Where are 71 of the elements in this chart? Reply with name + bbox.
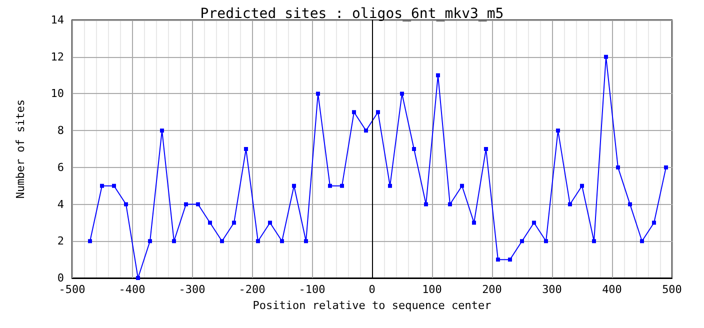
point <box>88 239 92 244</box>
point <box>220 239 224 244</box>
point <box>508 258 512 262</box>
point <box>136 276 140 280</box>
y-tick-label: 8 <box>57 124 64 138</box>
y-tick-label: 14 <box>50 14 64 26</box>
chart-title: Predicted sites : oligos_6nt_mkv3_m5 <box>200 6 504 22</box>
point <box>616 165 620 170</box>
point <box>172 239 176 244</box>
y-tick-label: 10 <box>50 87 64 100</box>
point <box>304 239 308 244</box>
point <box>268 220 272 225</box>
point <box>160 128 164 133</box>
x-tick-label: -200 <box>238 283 266 296</box>
x-tick-label: 400 <box>602 283 622 296</box>
x-tick-label: 300 <box>542 283 562 296</box>
point <box>412 147 416 151</box>
y-tick-label: 6 <box>57 160 64 174</box>
point <box>124 202 128 206</box>
x-tick-label: 0 <box>368 283 376 296</box>
point <box>628 202 632 206</box>
point <box>364 128 368 133</box>
y-tick-label: 0 <box>57 272 64 284</box>
point <box>100 184 104 188</box>
point <box>556 128 560 133</box>
point <box>604 54 608 59</box>
point <box>256 239 260 244</box>
point <box>544 239 548 244</box>
point <box>424 202 428 206</box>
point <box>484 147 488 151</box>
point <box>244 147 248 151</box>
point <box>400 92 404 96</box>
x-tick-label: 500 <box>662 283 682 296</box>
point <box>472 220 476 225</box>
point <box>196 202 200 206</box>
point <box>436 73 440 78</box>
point <box>520 239 524 244</box>
x-tick-label: 100 <box>422 283 442 296</box>
point <box>448 202 452 206</box>
x-tick-label: 200 <box>482 283 502 296</box>
point <box>568 202 572 206</box>
point <box>280 239 284 244</box>
y-axis-title: Number of sites <box>14 99 27 199</box>
point <box>592 239 596 244</box>
point <box>460 184 464 188</box>
x-tick-label: -400 <box>118 283 146 296</box>
x-tick-label: -100 <box>298 283 326 296</box>
point <box>328 184 332 188</box>
x-tick-label: -300 <box>178 283 206 296</box>
point <box>664 165 668 170</box>
point <box>316 92 320 96</box>
point <box>112 184 116 188</box>
point <box>232 220 236 225</box>
y-tick-label: 12 <box>50 50 64 64</box>
point <box>184 202 188 206</box>
x-tick-label: -500 <box>58 283 86 296</box>
point <box>352 110 356 114</box>
point <box>496 258 500 262</box>
point <box>376 110 380 114</box>
point <box>532 220 536 225</box>
x-axis-title: Position relative to sequence center <box>252 298 492 312</box>
point <box>340 184 344 188</box>
point <box>640 239 644 244</box>
y-tick-label: 2 <box>57 234 64 248</box>
point <box>580 184 584 188</box>
point <box>208 220 212 225</box>
point <box>148 239 152 244</box>
point <box>388 184 392 188</box>
point <box>652 220 656 225</box>
point <box>292 184 296 188</box>
y-tick-label: 4 <box>57 198 64 211</box>
